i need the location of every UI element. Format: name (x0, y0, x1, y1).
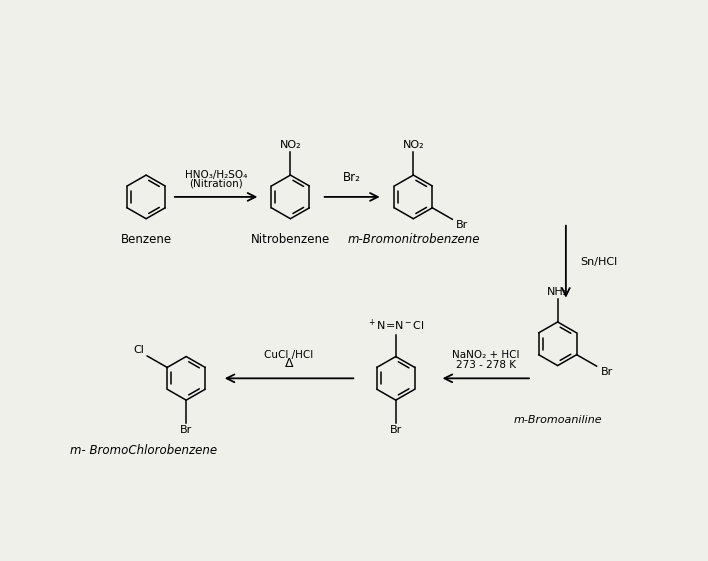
Text: m-Bromonitrobenzene: m-Bromonitrobenzene (347, 233, 479, 246)
Text: Cl: Cl (134, 345, 144, 355)
Text: Br: Br (600, 367, 612, 377)
Text: (Nitration): (Nitration) (189, 178, 243, 188)
Text: NO₂: NO₂ (403, 140, 424, 150)
Text: Br: Br (389, 425, 402, 435)
Text: m-Bromoaniline: m-Bromoaniline (513, 415, 602, 425)
Text: m- BromoChlorobenzene: m- BromoChlorobenzene (70, 444, 217, 457)
Text: Δ: Δ (285, 357, 293, 370)
Text: Br: Br (180, 425, 193, 435)
Text: Benzene: Benzene (120, 233, 171, 246)
Text: Nitrobenzene: Nitrobenzene (251, 233, 330, 246)
Text: 273 - 278 K: 273 - 278 K (456, 360, 515, 370)
Text: CuCl /HCl: CuCl /HCl (264, 350, 314, 360)
Text: $^+$N=N$^-$Cl: $^+$N=N$^-$Cl (367, 318, 425, 333)
Text: Sn/HCl: Sn/HCl (581, 257, 618, 266)
Text: HNO₃/H₂SO₄: HNO₃/H₂SO₄ (185, 169, 247, 180)
Text: NO₂: NO₂ (280, 140, 301, 150)
Text: Br: Br (456, 220, 469, 230)
Text: NaNO₂ + HCl: NaNO₂ + HCl (452, 350, 520, 360)
Text: Br₂: Br₂ (343, 171, 361, 184)
Text: NH₂: NH₂ (547, 287, 569, 297)
